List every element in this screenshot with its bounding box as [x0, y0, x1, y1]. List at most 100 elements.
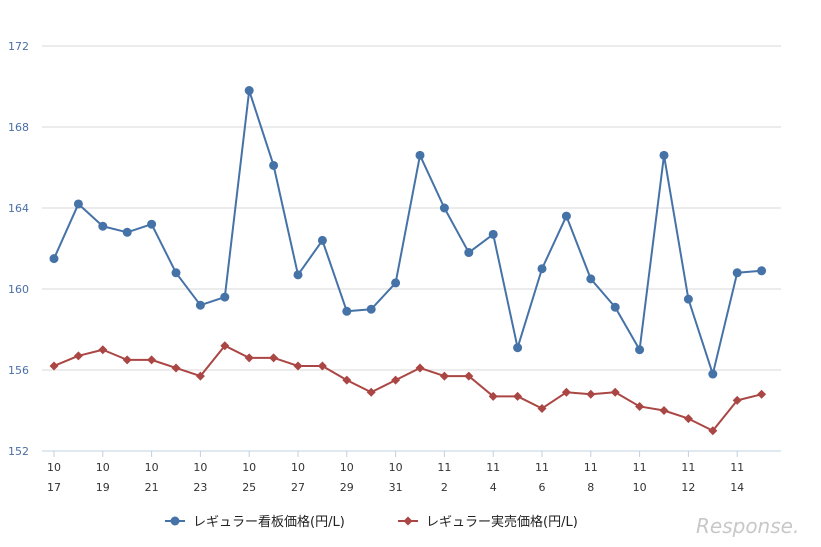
series-1-point [147, 219, 157, 229]
series-1-point [708, 369, 718, 379]
series-1-point [391, 278, 401, 288]
response-watermark: Response. [696, 514, 799, 538]
series-2-point [659, 406, 669, 415]
series-1-point [73, 199, 83, 209]
x-tick-month: 11 [584, 461, 598, 474]
x-tick-day: 25 [242, 481, 256, 494]
series-2-point [244, 353, 254, 363]
x-axis: 10 17 10 19 10 21 10 23 10 25 10 27 10 29 10 31 11 2 11 4 11… [42, 450, 781, 494]
x-tick-month: 10 [193, 461, 207, 474]
series-1-point [244, 86, 254, 96]
series-2-point [98, 345, 108, 355]
series-2-point [757, 389, 767, 399]
series-2-point [73, 351, 83, 361]
series-1-point [195, 300, 205, 310]
series-2-point [586, 389, 596, 399]
x-tick-month: 11 [437, 461, 451, 474]
series-2-point [732, 395, 742, 405]
series-1-point [317, 235, 327, 245]
x-tick-day: 27 [291, 481, 305, 494]
series-2-point [708, 426, 718, 436]
x-tick-month: 10 [242, 461, 256, 474]
series-1-point [610, 302, 620, 312]
series-1-point [537, 264, 547, 274]
series-2-point [439, 371, 449, 381]
series-2-point [147, 355, 157, 365]
series-2-point [415, 363, 425, 373]
series-2-point [610, 387, 620, 397]
series-1-point [561, 211, 571, 221]
series-1-point [513, 343, 523, 353]
series-2-point [269, 353, 279, 363]
series-line-1 [53, 89, 762, 376]
legend-marker-2 [403, 516, 413, 526]
x-tick-month: 11 [730, 461, 744, 474]
x-tick-month: 11 [633, 461, 647, 474]
series-group [49, 86, 767, 436]
x-tick-day: 12 [681, 481, 695, 494]
grid-lines [42, 45, 781, 452]
series-line-2 [53, 344, 762, 432]
series-1-point [415, 150, 425, 160]
x-tick-day: 23 [193, 481, 207, 494]
legend: レギュラー看板価格(円/L) レギュラー実売価格(円/L) [165, 514, 578, 530]
y-tick-label: 152 [8, 445, 29, 458]
series-1-point [366, 304, 376, 314]
series-2-point [488, 391, 498, 401]
series-2-point [122, 355, 132, 365]
series-1-point [342, 306, 352, 316]
series-2-point [513, 391, 523, 401]
x-tick-day: 29 [340, 481, 354, 494]
x-tick-month: 10 [145, 461, 159, 474]
series-1-point [98, 221, 108, 231]
series-2-point [171, 363, 181, 373]
series-2-point [293, 361, 303, 371]
x-tick-month: 10 [47, 461, 61, 474]
x-tick-day: 17 [47, 481, 61, 494]
legend-label-2: レギュラー実売価格(円/L) [426, 514, 578, 530]
series-2-point [317, 361, 327, 371]
series-1-point [464, 248, 474, 258]
series-1-point [586, 274, 596, 284]
x-tick-month: 10 [389, 461, 403, 474]
series-2-point [391, 375, 401, 385]
series-2-point [561, 387, 571, 397]
x-tick-day: 10 [633, 481, 647, 494]
y-axis: 152 156 160 164 168 172 [8, 40, 29, 458]
x-tick-month: 11 [535, 461, 549, 474]
series-2-point [220, 341, 230, 351]
x-tick-day: 21 [145, 481, 159, 494]
x-tick-day: 31 [389, 481, 403, 494]
x-tick-day: 4 [490, 481, 497, 494]
series-1-point [269, 160, 279, 170]
series-2-point [342, 375, 352, 385]
x-tick-day: 6 [539, 481, 546, 494]
series-2-point [537, 403, 547, 413]
series-1-point [757, 266, 767, 276]
x-tick-day: 8 [587, 481, 594, 494]
y-tick-label: 156 [8, 364, 29, 377]
series-1-point [439, 203, 449, 213]
y-tick-label: 164 [8, 202, 29, 215]
legend-label-1: レギュラー看板価格(円/L) [193, 514, 345, 530]
x-tick-day: 2 [441, 481, 448, 494]
series-1-point [488, 229, 498, 239]
x-tick-month: 10 [340, 461, 354, 474]
series-2-point [49, 361, 59, 371]
series-2-point [195, 371, 205, 381]
x-tick-month: 10 [291, 461, 305, 474]
series-2-point [366, 387, 376, 397]
x-tick-day: 19 [96, 481, 110, 494]
series-1-point [122, 227, 132, 237]
series-2-point [635, 401, 645, 411]
x-tick-month: 11 [681, 461, 695, 474]
legend-marker-1 [170, 516, 180, 526]
series-1-point [220, 292, 230, 302]
series-1-point [732, 268, 742, 278]
x-tick-day: 14 [730, 481, 744, 494]
y-tick-label: 160 [8, 283, 29, 296]
x-tick-month: 11 [486, 461, 500, 474]
series-1-point [171, 268, 181, 278]
series-2-point [683, 414, 693, 424]
